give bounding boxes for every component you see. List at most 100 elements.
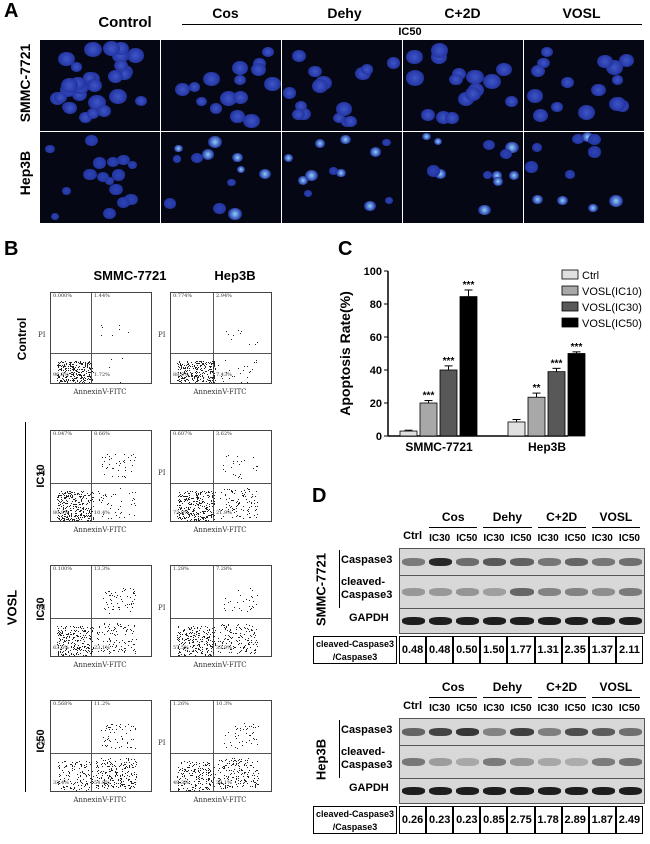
event-dot xyxy=(91,382,93,383)
event-dot xyxy=(209,774,211,776)
event-dot xyxy=(231,491,233,493)
event-dot xyxy=(88,515,90,517)
event-dot xyxy=(86,643,88,645)
event-dot xyxy=(194,772,196,774)
event-dot xyxy=(79,511,81,513)
event-dot xyxy=(69,640,71,642)
event-dot xyxy=(189,643,191,645)
nucleus xyxy=(163,198,177,209)
event-dot xyxy=(248,772,249,774)
event-dot xyxy=(227,779,229,781)
event-dot xyxy=(195,632,197,634)
event-dot xyxy=(81,378,83,380)
event-dot xyxy=(238,762,240,764)
event-dot xyxy=(132,786,134,788)
event-dot xyxy=(193,368,195,370)
event-dot xyxy=(65,509,67,511)
event-dot xyxy=(224,765,226,767)
event-dot xyxy=(76,504,78,506)
event-dot xyxy=(194,769,196,771)
event-dot xyxy=(181,368,183,370)
event-dot xyxy=(213,655,215,656)
event-dot xyxy=(82,380,84,382)
event-dot xyxy=(110,517,112,519)
event-dot xyxy=(60,633,62,635)
event-dot xyxy=(255,785,257,787)
event-dot xyxy=(188,638,190,640)
event-dot xyxy=(135,747,137,749)
event-dot xyxy=(79,649,81,651)
event-dot xyxy=(241,629,243,631)
event-dot xyxy=(229,601,231,603)
event-dot xyxy=(106,496,108,498)
event-dot xyxy=(188,632,190,634)
event-dot xyxy=(184,643,186,645)
panel-a-col-vosl: VOSL xyxy=(562,5,601,21)
event-dot xyxy=(85,373,87,375)
quadrant-label: 11.2% xyxy=(94,701,110,707)
event-dot xyxy=(82,630,84,632)
event-dot xyxy=(131,503,133,505)
event-dot xyxy=(75,634,77,636)
event-dot xyxy=(179,636,181,638)
event-dot xyxy=(62,506,64,508)
event-dot xyxy=(197,361,199,363)
event-dot xyxy=(108,612,110,614)
event-dot xyxy=(238,501,240,503)
event-dot xyxy=(198,637,200,639)
event-dot xyxy=(218,651,220,653)
nucleus xyxy=(85,135,99,147)
event-dot xyxy=(66,775,68,777)
event-dot xyxy=(59,381,61,383)
event-dot xyxy=(75,361,77,363)
event-dot xyxy=(124,461,126,463)
event-dot xyxy=(79,381,81,383)
event-dot xyxy=(72,372,74,374)
event-dot xyxy=(121,358,123,360)
event-dot xyxy=(247,501,249,503)
event-dot xyxy=(120,599,122,601)
event-dot xyxy=(127,766,129,768)
event-dot xyxy=(185,789,187,791)
event-dot xyxy=(58,519,60,521)
event-dot xyxy=(66,377,68,379)
nucleus xyxy=(128,161,138,169)
event-dot xyxy=(118,650,120,652)
event-dot xyxy=(65,507,67,509)
event-dot xyxy=(115,769,117,771)
event-dot xyxy=(238,765,240,767)
event-dot xyxy=(77,370,79,372)
event-dot xyxy=(81,376,83,378)
event-dot xyxy=(238,476,240,478)
event-dot xyxy=(203,505,205,507)
event-dot xyxy=(201,626,203,628)
quadrant-label: 7.28% xyxy=(216,566,232,572)
event-dot xyxy=(181,502,183,504)
event-dot xyxy=(238,765,240,767)
event-dot xyxy=(65,654,67,656)
event-dot xyxy=(108,738,110,740)
event-dot xyxy=(90,363,92,365)
event-dot xyxy=(227,623,229,625)
event-dot xyxy=(85,781,87,783)
event-dot xyxy=(183,377,185,379)
quadrant-label: 7.43% xyxy=(216,372,232,378)
event-dot xyxy=(63,361,65,363)
wb-label-bracket xyxy=(339,720,340,778)
event-dot xyxy=(209,495,211,497)
event-dot xyxy=(231,773,233,775)
nucleus xyxy=(360,63,374,75)
event-dot xyxy=(198,774,200,776)
event-dot xyxy=(121,762,123,764)
event-dot xyxy=(111,630,113,632)
event-dot xyxy=(177,767,179,769)
event-dot xyxy=(242,740,243,742)
event-dot xyxy=(130,785,132,787)
event-dot xyxy=(190,627,192,629)
event-dot xyxy=(196,519,198,521)
event-dot xyxy=(88,363,90,365)
quadrant-label: 1.28% xyxy=(173,566,189,572)
event-dot xyxy=(200,649,202,651)
event-dot xyxy=(60,644,62,646)
event-dot xyxy=(179,641,181,643)
